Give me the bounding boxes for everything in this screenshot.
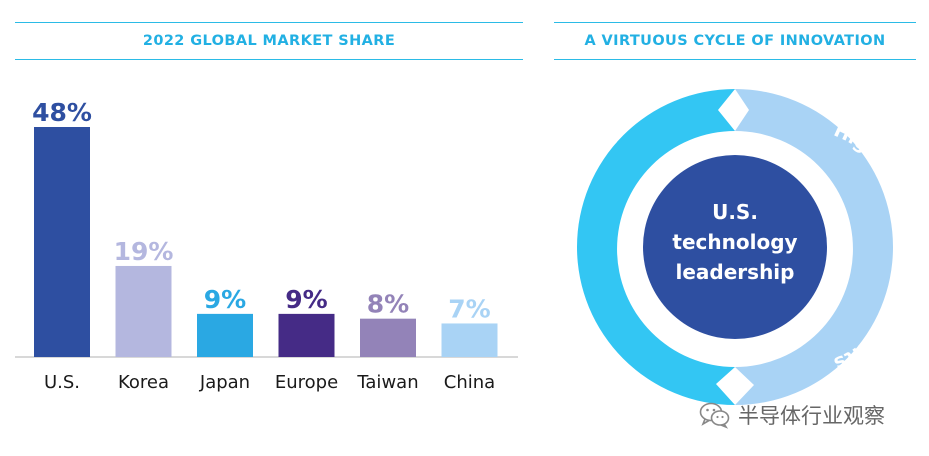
bar-2 <box>197 313 253 357</box>
data-label-5: 7% <box>448 294 490 323</box>
category-label-3: Europe <box>275 372 338 393</box>
innovation-cycle-diagram: Higher R&D Investment Higher revenue and… <box>539 89 927 405</box>
data-label-4: 8% <box>367 290 409 319</box>
data-label-1: 19% <box>114 237 174 266</box>
watermark-text: 半导体行业观察 <box>738 404 885 428</box>
bar-3 <box>278 313 335 357</box>
bar-4 <box>360 318 416 357</box>
market-share-title: 2022 GLOBAL MARKET SHARE <box>15 22 523 60</box>
market-share-bar-chart: 48% U.S. 19% Korea 9% Japan 9% Europe 8% Taiwan 7%… <box>15 98 518 393</box>
watermark: 半导体行业观察 <box>699 399 885 431</box>
rd-investment-segment <box>577 89 735 405</box>
bar-0 <box>34 127 90 357</box>
category-label-4: Taiwan <box>356 372 418 393</box>
leadership-center-circle <box>643 155 827 339</box>
center-line-3: leadership <box>676 260 795 284</box>
data-label-2: 9% <box>204 285 246 314</box>
wechat-icon <box>699 402 730 429</box>
bar-1 <box>115 265 172 357</box>
data-label-3: 9% <box>285 285 327 314</box>
category-label-0: U.S. <box>44 372 80 393</box>
center-line-1: U.S. <box>712 200 758 224</box>
revenue-profits-segment <box>735 89 893 405</box>
data-label-0: 48% <box>32 98 92 127</box>
category-label-1: Korea <box>118 372 169 393</box>
category-label-5: China <box>444 372 495 393</box>
center-line-2: technology <box>672 230 797 254</box>
innovation-cycle-title: A VIRTUOUS CYCLE OF INNOVATION <box>554 22 916 60</box>
bar-5 <box>441 323 498 357</box>
category-label-2: Japan <box>199 372 250 393</box>
